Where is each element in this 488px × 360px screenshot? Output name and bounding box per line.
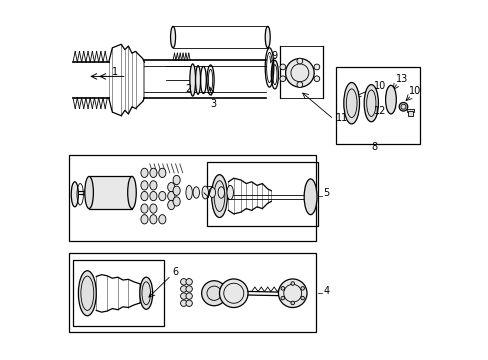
Circle shape — [313, 64, 319, 70]
Text: 9: 9 — [271, 50, 277, 60]
Circle shape — [185, 279, 192, 285]
Ellipse shape — [209, 188, 215, 198]
Ellipse shape — [84, 176, 93, 208]
Circle shape — [180, 293, 186, 299]
Circle shape — [290, 301, 294, 305]
Ellipse shape — [170, 26, 175, 48]
Circle shape — [300, 296, 304, 300]
Ellipse shape — [140, 277, 152, 309]
Ellipse shape — [141, 168, 148, 177]
Ellipse shape — [167, 183, 175, 192]
Text: 12: 12 — [373, 106, 386, 116]
Circle shape — [300, 287, 304, 290]
Bar — [406, 109, 413, 112]
Circle shape — [185, 300, 192, 306]
Text: 2: 2 — [185, 85, 191, 94]
Text: 11: 11 — [335, 113, 347, 123]
Circle shape — [180, 279, 186, 285]
Circle shape — [281, 287, 284, 290]
Circle shape — [185, 293, 192, 299]
Text: 5: 5 — [323, 188, 328, 198]
Bar — [73, 260, 164, 327]
Text: 8: 8 — [370, 141, 377, 152]
Ellipse shape — [185, 185, 192, 200]
Circle shape — [219, 279, 247, 307]
Ellipse shape — [167, 192, 175, 201]
Circle shape — [185, 286, 192, 292]
Ellipse shape — [343, 82, 359, 124]
Ellipse shape — [71, 182, 78, 207]
Ellipse shape — [78, 271, 96, 316]
Ellipse shape — [195, 66, 200, 94]
Ellipse shape — [149, 181, 157, 190]
Circle shape — [281, 296, 284, 300]
Circle shape — [398, 103, 407, 111]
Ellipse shape — [173, 175, 180, 185]
Text: 6: 6 — [172, 267, 178, 277]
Ellipse shape — [364, 85, 378, 122]
Bar — [69, 155, 315, 241]
Ellipse shape — [264, 26, 270, 48]
Circle shape — [296, 82, 302, 87]
Bar — [69, 253, 315, 332]
Circle shape — [180, 300, 186, 306]
Circle shape — [280, 64, 285, 70]
Ellipse shape — [202, 186, 208, 199]
Ellipse shape — [149, 168, 157, 177]
Ellipse shape — [173, 186, 180, 195]
Text: 1: 1 — [112, 67, 118, 77]
Ellipse shape — [159, 168, 165, 177]
Ellipse shape — [226, 185, 233, 200]
Text: 10: 10 — [373, 81, 385, 91]
Circle shape — [313, 76, 319, 82]
Ellipse shape — [141, 192, 148, 201]
Text: 4: 4 — [323, 286, 328, 296]
Ellipse shape — [141, 215, 148, 224]
Ellipse shape — [304, 179, 316, 215]
Text: 7: 7 — [206, 186, 212, 196]
Ellipse shape — [149, 192, 157, 201]
Text: 13: 13 — [395, 74, 408, 84]
Circle shape — [278, 279, 306, 307]
Ellipse shape — [189, 64, 195, 96]
Circle shape — [296, 58, 302, 64]
Ellipse shape — [173, 197, 180, 206]
Circle shape — [285, 59, 313, 87]
Ellipse shape — [141, 204, 148, 213]
Circle shape — [201, 281, 226, 306]
Ellipse shape — [211, 175, 227, 217]
Ellipse shape — [167, 201, 175, 210]
Text: 3: 3 — [210, 99, 216, 109]
Bar — [407, 111, 412, 116]
Bar — [335, 67, 419, 144]
Circle shape — [290, 282, 294, 285]
Circle shape — [180, 286, 186, 292]
Ellipse shape — [159, 215, 165, 224]
Circle shape — [280, 76, 285, 82]
Bar — [206, 162, 317, 226]
Ellipse shape — [141, 181, 148, 190]
Ellipse shape — [218, 187, 224, 198]
Ellipse shape — [193, 187, 199, 198]
Ellipse shape — [127, 176, 136, 208]
Bar — [89, 176, 132, 208]
Text: 10: 10 — [408, 86, 420, 96]
Ellipse shape — [149, 204, 157, 213]
Ellipse shape — [385, 85, 395, 114]
Ellipse shape — [149, 215, 157, 224]
Ellipse shape — [159, 192, 165, 201]
